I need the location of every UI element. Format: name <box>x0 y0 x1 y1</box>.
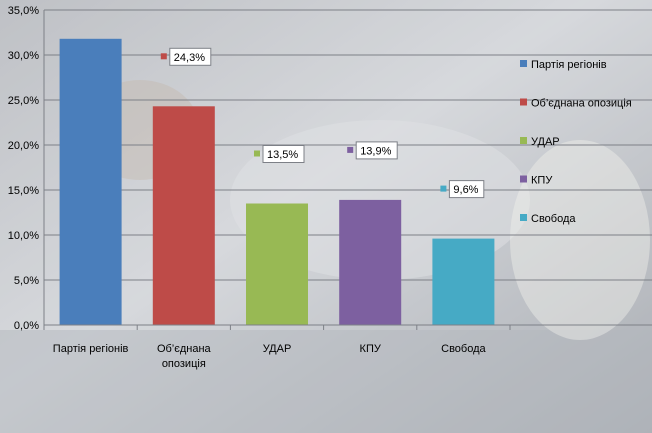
data-label-box <box>169 47 212 66</box>
legend-label: КПУ <box>531 175 553 187</box>
y-tick-label: 25,0% <box>8 95 39 107</box>
legend-swatch <box>520 175 527 183</box>
y-tick-label: 30,0% <box>8 50 39 62</box>
legend-item: Свобода <box>520 213 576 225</box>
x-tick-label: УДАР <box>263 343 292 355</box>
data-label-marker <box>347 146 354 153</box>
y-tick-label: 35,0% <box>8 5 39 17</box>
legend-swatch <box>520 60 527 67</box>
data-label: 24,3% <box>160 47 212 66</box>
x-tick-label: Об’єднана опозиція <box>157 343 212 370</box>
data-label-text: 24,3% <box>174 52 205 64</box>
bar <box>59 38 122 326</box>
legend-label: Об’єднана опозиція <box>531 98 632 110</box>
legend-swatch <box>520 137 527 144</box>
y-tick-label: 0,0% <box>14 320 39 332</box>
legend-item: Партія регіонів <box>520 59 607 71</box>
bar <box>339 199 402 325</box>
bar <box>246 203 308 325</box>
data-label-box <box>355 141 398 160</box>
bar <box>432 238 495 325</box>
data-label-box <box>262 145 305 163</box>
data-label-text: 9,6% <box>453 184 478 196</box>
legend-item: КПУ <box>520 175 553 187</box>
legend-swatch <box>520 98 527 106</box>
y-tick-label: 15,0% <box>8 185 39 197</box>
y-tick-label: 20,0% <box>8 140 39 152</box>
legend-label: Партія регіонів <box>531 59 607 71</box>
x-tick-label: Партія регіонів <box>53 343 129 355</box>
data-label-box <box>448 180 485 199</box>
x-tick-label: КПУ <box>360 343 382 355</box>
bar <box>152 106 215 325</box>
legend-item: УДАР <box>520 136 560 148</box>
legend-swatch <box>520 214 527 221</box>
legend-label: Свобода <box>531 213 576 225</box>
y-tick-label: 5,0% <box>14 275 39 287</box>
x-tick-label: Свобода <box>441 343 486 355</box>
y-tick-label: 10,0% <box>8 230 39 242</box>
legend-item: Об’єднана опозиція <box>520 98 632 110</box>
data-label: 9,6% <box>440 180 485 199</box>
data-label: 13,5% <box>254 145 305 163</box>
legend-label: УДАР <box>531 136 560 148</box>
data-label-marker <box>440 185 447 192</box>
data-label-text: 13,5% <box>267 149 298 161</box>
data-label-marker <box>254 150 260 157</box>
data-label-text: 13,9% <box>360 145 391 157</box>
data-label-marker <box>160 53 167 60</box>
data-label: 13,9% <box>347 141 398 160</box>
